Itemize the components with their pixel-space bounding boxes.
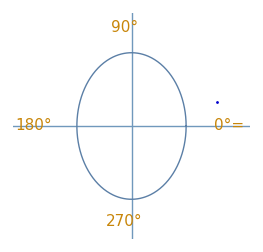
Text: 180°: 180° (15, 118, 52, 134)
Text: 270°: 270° (106, 214, 143, 230)
Text: 90°: 90° (111, 20, 138, 35)
Text: 0°=: 0°= (214, 118, 245, 134)
